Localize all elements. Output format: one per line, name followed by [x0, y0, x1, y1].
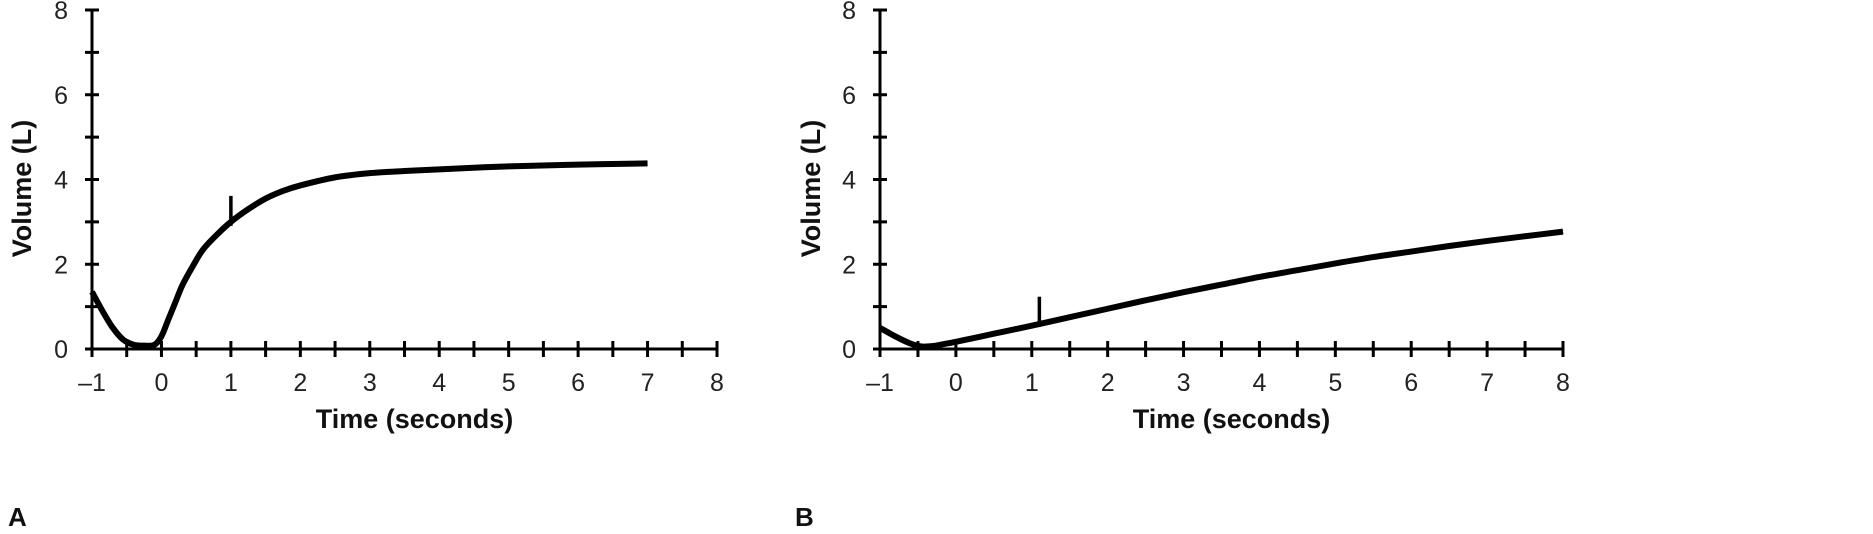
x-tick-label: –1	[78, 369, 106, 397]
x-tick-label: 1	[1025, 369, 1039, 397]
panel-label: A	[8, 502, 27, 532]
chart-panel-a: 0 2 4 6 8 –1 0 1 2 3 4 5 6 7 8 Time (seconds) Volume (L)…	[7, 0, 724, 532]
x-tick-label: 5	[502, 369, 516, 397]
x-tick-label: 6	[571, 369, 585, 397]
y-tick-label: 2	[54, 251, 68, 279]
x-axis-title: Time (seconds)	[1133, 404, 1331, 434]
y-tick-label: 6	[54, 82, 68, 110]
x-tick-label: 4	[1252, 369, 1266, 397]
volume-curve	[89, 160, 648, 349]
x-tick-label: 2	[1101, 369, 1115, 397]
y-tick-label: 0	[54, 336, 68, 364]
volume-curve	[878, 228, 1564, 350]
x-axis-title: Time (seconds)	[316, 404, 514, 434]
x-tick-label: 4	[432, 369, 446, 397]
y-axis-title: Volume (L)	[796, 120, 826, 258]
y-tick-label: 6	[842, 82, 856, 110]
x-tick-label: 7	[641, 369, 655, 397]
y-tick-label: 8	[842, 0, 856, 25]
y-tick-label: 0	[842, 336, 856, 364]
y-tick-label: 2	[842, 251, 856, 279]
x-tick-label: 3	[363, 369, 377, 397]
y-tick-label: 4	[842, 167, 856, 195]
x-tick-label: 0	[154, 369, 168, 397]
x-tick-label: –1	[866, 369, 894, 397]
x-tick-label: 5	[1328, 369, 1342, 397]
x-tick-label: 2	[293, 369, 307, 397]
x-tick-label: 1	[224, 369, 238, 397]
panel-label: B	[795, 502, 814, 532]
x-tick-label: 6	[1404, 369, 1418, 397]
y-tick-label: 8	[54, 0, 68, 25]
x-tick-label: 8	[1556, 369, 1570, 397]
x-tick-label: 3	[1177, 369, 1191, 397]
x-tick-label: 8	[710, 369, 724, 397]
y-tick-label: 4	[54, 167, 68, 195]
chart-panel-b: 0 2 4 6 8 –1 0 1 2 3 4 5 6 7 8 Time (seconds) Volume (L)…	[795, 0, 1570, 532]
x-tick-label: 7	[1480, 369, 1494, 397]
x-tick-label: 0	[949, 369, 963, 397]
y-axis-title: Volume (L)	[7, 120, 37, 258]
